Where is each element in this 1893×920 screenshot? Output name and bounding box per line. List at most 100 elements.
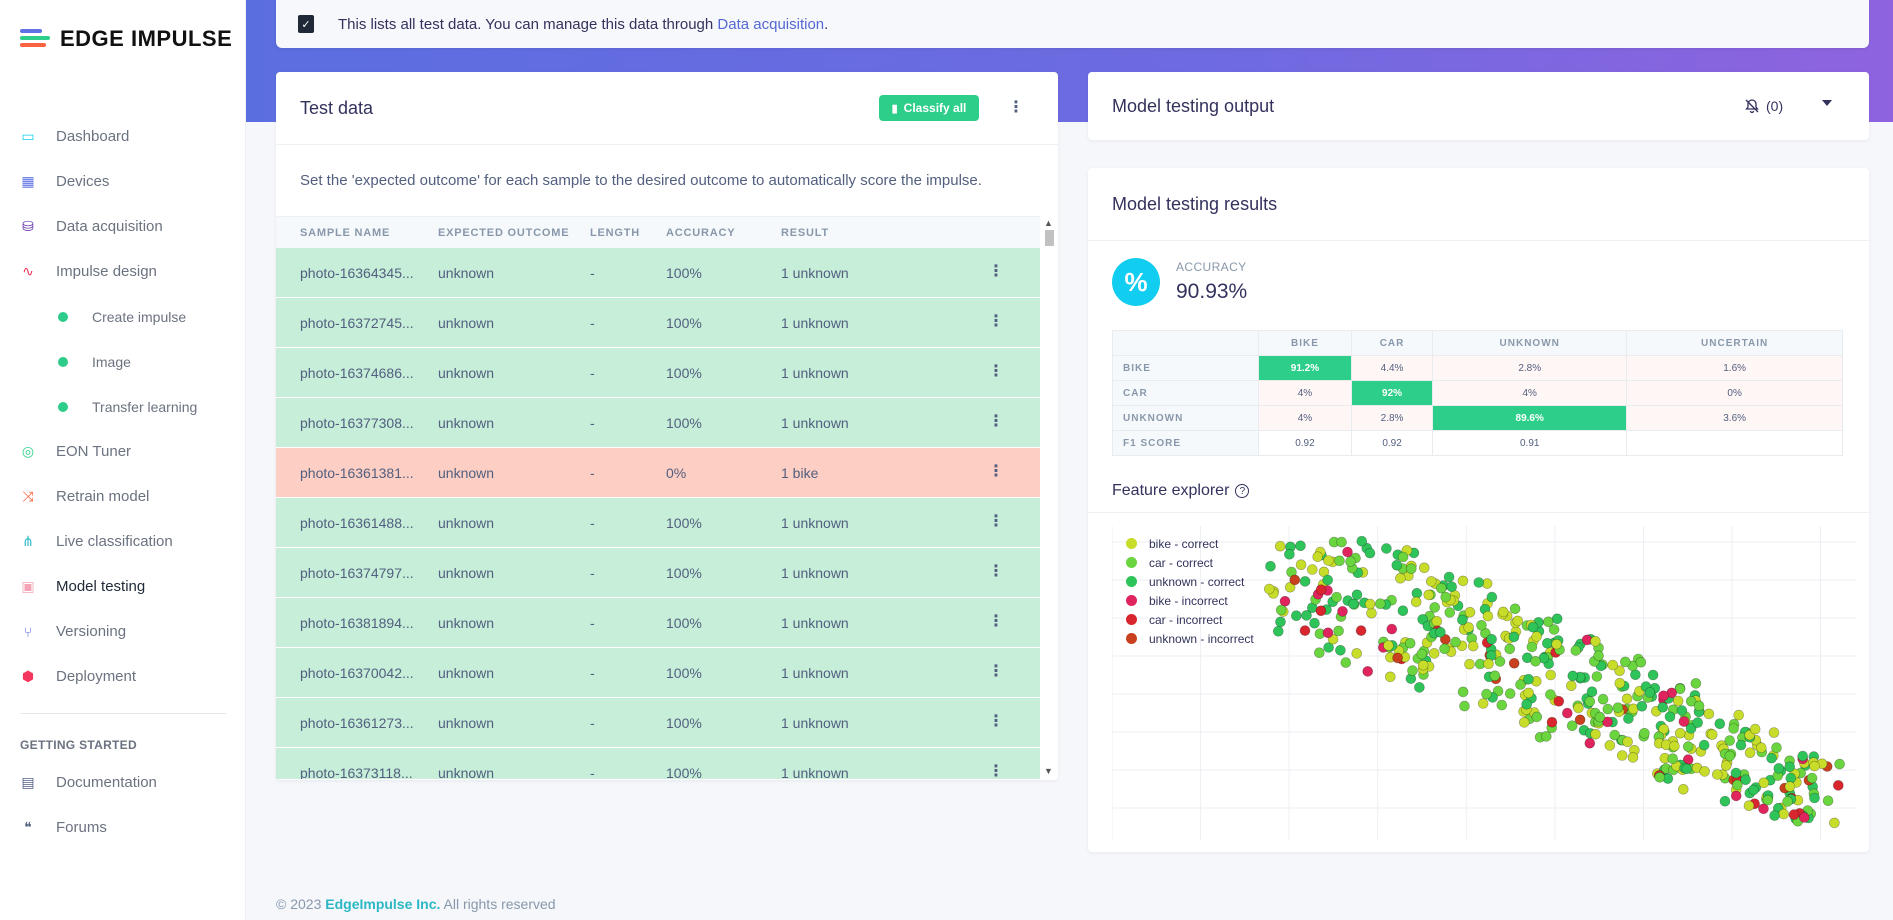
scatter-point[interactable] [1616, 750, 1628, 761]
scatter-point[interactable] [1658, 690, 1669, 702]
scatter-point[interactable] [1809, 760, 1820, 772]
col-accuracy[interactable]: ACCURACY [666, 226, 736, 239]
row-menu-icon[interactable]: ⋮ [988, 563, 1004, 580]
scatter-point[interactable] [1698, 739, 1710, 751]
scatter-point[interactable] [1604, 740, 1616, 751]
sidebar-item-forums[interactable]: ❝ Forums [0, 805, 246, 850]
scatter-point[interactable] [1431, 616, 1443, 627]
scatter-point[interactable] [1333, 625, 1344, 637]
scatter-point[interactable] [1730, 790, 1742, 802]
classify-all-button[interactable]: ▮ Classify all [879, 95, 979, 121]
table-row[interactable]: photo-16364345... unknown - 100% 1 unknown ⋮ [276, 248, 1040, 298]
row-menu-icon[interactable]: ⋮ [988, 363, 1004, 380]
scatter-point[interactable] [1545, 689, 1556, 700]
scatter-point[interactable] [1573, 702, 1584, 714]
scatter-point[interactable] [1733, 709, 1745, 721]
test-data-menu-icon[interactable]: ⋮ [1008, 99, 1024, 116]
company-link[interactable]: EdgeImpulse Inc. [325, 896, 441, 912]
scatter-point[interactable] [1275, 604, 1287, 616]
scatter-point[interactable] [1784, 761, 1796, 773]
col-sample-name[interactable]: SAMPLE NAME [300, 226, 391, 239]
scatter-point[interactable] [1526, 641, 1538, 653]
scatter-point[interactable] [1541, 638, 1553, 649]
scatter-point[interactable] [1414, 682, 1425, 693]
scatter-point[interactable] [1744, 747, 1756, 758]
scatter-point[interactable] [1323, 555, 1334, 566]
scatter-point[interactable] [1443, 571, 1455, 583]
scatter-point[interactable] [1407, 665, 1418, 676]
feature-explorer-plot[interactable]: bike - correct car - correct unknown - cor… [1111, 526, 1856, 847]
scatter-point[interactable] [1425, 576, 1437, 587]
scatter-point[interactable] [1509, 603, 1521, 615]
sidebar-item-documentation[interactable]: ▤ Documentation [0, 760, 246, 805]
scatter-point[interactable] [1699, 766, 1710, 777]
scatter-point[interactable] [1755, 742, 1767, 753]
scatter-point[interactable] [1374, 598, 1386, 609]
scatter-point[interactable] [1797, 750, 1809, 762]
scatter-point[interactable] [1590, 636, 1601, 647]
scatter-point[interactable] [1322, 574, 1333, 586]
scatter-point[interactable] [1307, 564, 1318, 575]
col-result[interactable]: RESULT [781, 226, 829, 239]
scatter-point[interactable] [1364, 547, 1376, 559]
scatter-point[interactable] [1602, 703, 1614, 715]
scroll-down-icon[interactable]: ▼ [1044, 766, 1053, 776]
scatter-point[interactable] [1590, 728, 1601, 740]
scatter-point[interactable] [1299, 576, 1311, 587]
brand-logo[interactable]: EDGE IMPULSE [20, 26, 232, 52]
table-row[interactable]: photo-16374797... unknown - 100% 1 unknown ⋮ [276, 548, 1040, 598]
scatter-point[interactable] [1395, 572, 1406, 584]
scatter-point[interactable] [1439, 643, 1450, 655]
table-row[interactable]: photo-16377308... unknown - 100% 1 unknown ⋮ [276, 398, 1040, 448]
scatter-point[interactable] [1366, 607, 1377, 619]
sidebar-item-versioning[interactable]: ⑂ Versioning [0, 609, 246, 654]
data-acquisition-link[interactable]: Data acquisition [717, 15, 825, 33]
scatter-point[interactable] [1457, 575, 1469, 587]
scatter-point[interactable] [1523, 687, 1534, 699]
legend-item[interactable]: bike - incorrect [1126, 591, 1254, 610]
sidebar-item-eon-tuner[interactable]: ◎ EON Tuner [0, 429, 246, 474]
row-menu-icon[interactable]: ⋮ [988, 713, 1004, 730]
scatter-point[interactable] [1530, 656, 1541, 667]
scatter-point[interactable] [1504, 643, 1516, 655]
scatter-point[interactable] [1623, 713, 1634, 724]
scatter-point[interactable] [1364, 598, 1376, 610]
scatter-point[interactable] [1523, 673, 1534, 685]
scatter-point[interactable] [1644, 687, 1656, 698]
scatter-point[interactable] [1508, 631, 1520, 643]
scatter-point[interactable] [1758, 803, 1769, 815]
legend-item[interactable]: unknown - correct [1126, 572, 1254, 591]
scatter-point[interactable] [1386, 623, 1398, 635]
scatter-point[interactable] [1334, 555, 1345, 567]
scatter-point[interactable] [1743, 800, 1755, 812]
scatter-point[interactable] [1309, 617, 1320, 629]
scatter-point[interactable] [1336, 536, 1347, 548]
scatter-point[interactable] [1481, 688, 1492, 700]
scatter-point[interactable] [1337, 606, 1348, 617]
sidebar-item-retrain-model[interactable]: ⤨ Retrain model [0, 474, 246, 519]
table-scrollbar[interactable]: ▲ ▼ [1040, 216, 1058, 779]
scatter-point[interactable] [1383, 640, 1394, 651]
scatter-point[interactable] [1682, 741, 1694, 752]
scroll-up-icon[interactable]: ▲ [1044, 218, 1053, 228]
scatter-point[interactable] [1674, 727, 1686, 739]
scatter-point[interactable] [1719, 795, 1731, 807]
scatter-point[interactable] [1586, 686, 1598, 697]
scatter-point[interactable] [1798, 812, 1810, 823]
scatter-point[interactable] [1476, 620, 1487, 631]
scatter-point[interactable] [1602, 716, 1613, 728]
row-menu-icon[interactable]: ⋮ [988, 613, 1004, 630]
scatter-point[interactable] [1450, 636, 1461, 648]
sidebar-item-dashboard[interactable]: ▭ Dashboard [0, 114, 246, 159]
scatter-point[interactable] [1362, 666, 1373, 677]
sidebar-item-deployment[interactable]: ⬢ Deployment [0, 654, 246, 699]
scatter-point[interactable] [1418, 562, 1430, 574]
scatter-point[interactable] [1405, 563, 1417, 575]
scatter-point[interactable] [1619, 656, 1631, 668]
scatter-point[interactable] [1724, 735, 1736, 746]
row-menu-icon[interactable]: ⋮ [988, 313, 1004, 330]
scatter-point[interactable] [1486, 634, 1497, 645]
scatter-point[interactable] [1351, 648, 1362, 659]
scatter-point[interactable] [1417, 659, 1429, 671]
scatter-point[interactable] [1676, 705, 1688, 716]
